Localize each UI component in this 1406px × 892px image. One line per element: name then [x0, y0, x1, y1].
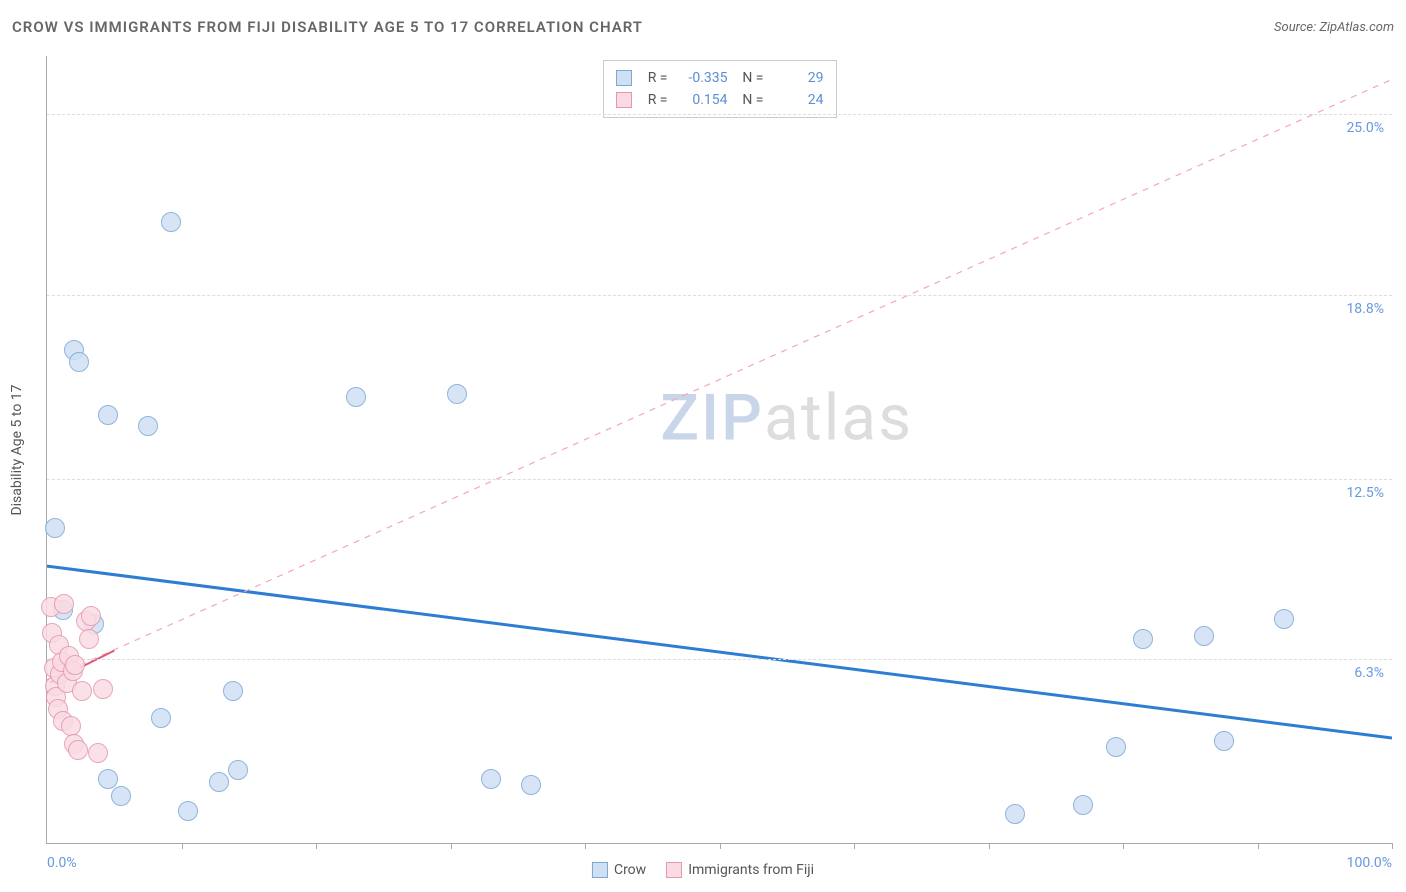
- data-point: [45, 518, 65, 538]
- series-swatch: [616, 70, 632, 86]
- x-axis-max-label: 100.0%: [1347, 855, 1392, 871]
- x-tick: [1123, 843, 1124, 849]
- x-axis-min-label: 0.0%: [47, 855, 77, 871]
- n-label: N =: [736, 67, 764, 89]
- x-tick: [585, 843, 586, 849]
- data-point: [88, 743, 108, 763]
- trend-line: [47, 566, 1392, 738]
- chart-plot-area: Disability Age 5 to 17 0.0% 100.0% ZIPat…: [46, 56, 1392, 844]
- x-tick: [989, 843, 990, 849]
- data-point: [209, 772, 229, 792]
- gridline: [47, 114, 1392, 115]
- data-point: [228, 760, 248, 780]
- trend-line: [47, 79, 1392, 679]
- data-point: [79, 629, 99, 649]
- n-value: 24: [772, 89, 824, 111]
- data-point: [98, 769, 118, 789]
- series-swatch: [666, 862, 682, 878]
- data-point: [68, 740, 88, 760]
- r-label: R =: [640, 89, 668, 111]
- legend-label: Immigrants from Fiji: [688, 862, 814, 878]
- data-point: [93, 679, 113, 699]
- data-point: [98, 405, 118, 425]
- y-tick-label: 6.3%: [1354, 665, 1384, 681]
- stats-row: R = 0.154 N = 24: [616, 89, 824, 111]
- x-tick: [1392, 843, 1393, 849]
- data-point: [54, 594, 74, 614]
- gridline: [47, 659, 1392, 660]
- x-tick: [854, 843, 855, 849]
- stats-row: R = -0.335 N = 29: [616, 67, 824, 89]
- data-point: [1214, 731, 1234, 751]
- legend-label: Crow: [614, 862, 646, 878]
- data-point: [1274, 609, 1294, 629]
- n-value: 29: [772, 67, 824, 89]
- data-point: [111, 786, 131, 806]
- data-point: [223, 681, 243, 701]
- r-label: R =: [640, 67, 668, 89]
- series-swatch: [592, 862, 608, 878]
- r-value: 0.154: [676, 89, 728, 111]
- data-point: [151, 708, 171, 728]
- trend-lines-layer: [47, 56, 1392, 843]
- legend-item: Crow: [592, 862, 646, 878]
- data-point: [69, 352, 89, 372]
- x-tick: [1258, 843, 1259, 849]
- data-point: [1005, 804, 1025, 824]
- data-point: [178, 801, 198, 821]
- data-point: [1073, 795, 1093, 815]
- n-label: N =: [736, 89, 764, 111]
- y-tick-label: 25.0%: [1346, 120, 1384, 136]
- data-point: [346, 387, 366, 407]
- data-point: [138, 416, 158, 436]
- x-tick: [720, 843, 721, 849]
- y-axis-title: Disability Age 5 to 17: [9, 384, 25, 515]
- gridline: [47, 295, 1392, 296]
- watermark-zip: ZIP: [660, 381, 764, 456]
- gridline: [47, 479, 1392, 480]
- source-name: ZipAtlas.com: [1319, 20, 1394, 35]
- x-tick: [182, 843, 183, 849]
- x-tick: [316, 843, 317, 849]
- legend-item: Immigrants from Fiji: [666, 862, 814, 878]
- data-point: [1133, 629, 1153, 649]
- chart-source: Source: ZipAtlas.com: [1274, 20, 1394, 35]
- data-point: [65, 655, 85, 675]
- data-point: [521, 775, 541, 795]
- legend: Crow Immigrants from Fiji: [592, 862, 814, 878]
- watermark: ZIPatlas: [660, 381, 913, 456]
- r-value: -0.335: [676, 67, 728, 89]
- y-tick-label: 18.8%: [1346, 301, 1384, 317]
- chart-header: CROW VS IMMIGRANTS FROM FIJI DISABILITY …: [12, 18, 1394, 36]
- data-point: [81, 606, 101, 626]
- correlation-stats-box: R = -0.335 N = 29 R = 0.154 N = 24: [603, 60, 837, 118]
- source-prefix: Source:: [1274, 20, 1319, 35]
- y-tick-label: 12.5%: [1346, 485, 1384, 501]
- data-point: [447, 384, 467, 404]
- data-point: [1106, 737, 1126, 757]
- data-point: [72, 681, 92, 701]
- data-point: [1194, 626, 1214, 646]
- data-point: [481, 769, 501, 789]
- chart-title: CROW VS IMMIGRANTS FROM FIJI DISABILITY …: [12, 18, 643, 36]
- series-swatch: [616, 92, 632, 108]
- x-tick: [451, 843, 452, 849]
- watermark-atlas: atlas: [764, 381, 913, 456]
- data-point: [161, 212, 181, 232]
